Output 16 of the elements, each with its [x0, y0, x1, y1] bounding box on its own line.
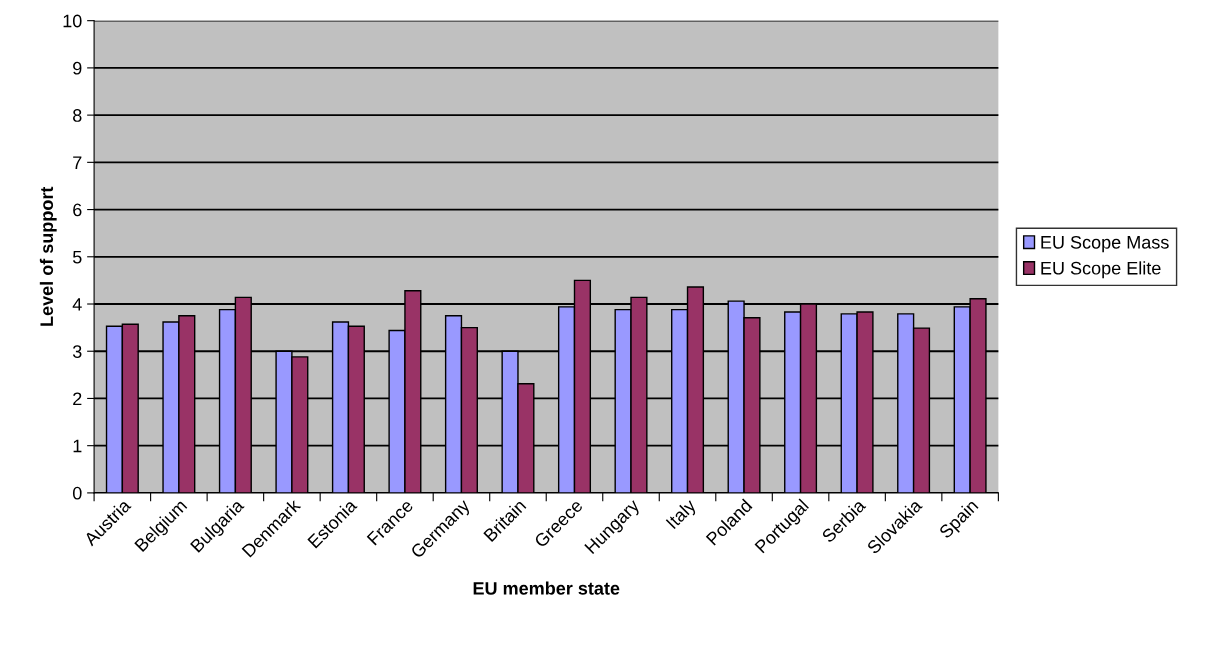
- y-tick-label: 8: [73, 109, 82, 122]
- legend-label: EU Scope Elite: [1041, 261, 1161, 279]
- y-tick-label: 0: [72, 486, 82, 500]
- y-tick-label: 4: [72, 298, 82, 311]
- y-axis-title: Level of support: [39, 186, 57, 326]
- y-tick-label: 5: [72, 250, 82, 264]
- x-tick-label: Italy: [665, 497, 700, 532]
- y-tick-label: 2: [73, 392, 82, 405]
- y-tick-label: 6: [73, 203, 82, 217]
- x-axis-title: EU member state: [473, 581, 620, 595]
- y-tick-label: 3: [72, 345, 82, 358]
- y-tick-label: 9: [73, 61, 82, 75]
- y-tick-label: 1: [73, 439, 82, 453]
- legend-label: EU Scope Mass: [1041, 235, 1169, 253]
- y-tick-label: 7: [73, 156, 82, 169]
- y-tick-label: 10: [63, 14, 82, 28]
